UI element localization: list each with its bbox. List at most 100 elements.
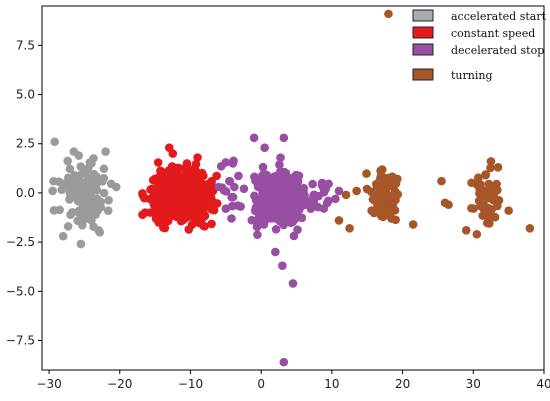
data-point	[275, 160, 284, 169]
data-point	[461, 226, 471, 235]
data-point	[61, 180, 71, 190]
data-point	[380, 202, 389, 212]
data-point	[249, 133, 259, 143]
data-point	[151, 202, 161, 211]
data-point	[334, 186, 344, 196]
data-point	[367, 206, 376, 215]
legend-label: turning	[451, 69, 493, 82]
data-point	[352, 186, 361, 196]
data-point	[164, 214, 173, 224]
data-point	[284, 189, 293, 199]
data-point	[99, 164, 109, 174]
data-point	[479, 186, 488, 196]
data-point	[200, 222, 209, 231]
data-point	[221, 204, 231, 213]
x-tick-label: 10	[324, 377, 339, 391]
data-point	[390, 189, 400, 199]
data-point	[155, 185, 165, 195]
data-point	[94, 226, 103, 235]
data-point	[214, 182, 224, 192]
data-point	[345, 224, 354, 233]
data-point	[111, 182, 121, 192]
data-point	[284, 209, 294, 218]
x-tick-label: −30	[36, 377, 61, 391]
data-point	[261, 215, 270, 225]
data-point	[250, 206, 260, 216]
data-point	[486, 163, 495, 173]
data-point	[65, 193, 75, 203]
data-point	[67, 207, 77, 217]
data-point	[383, 210, 393, 219]
data-point	[170, 210, 179, 220]
data-point	[362, 184, 372, 194]
data-point	[63, 156, 72, 166]
data-point	[87, 159, 96, 168]
data-point	[87, 204, 97, 213]
y-tick-label: 2.5	[16, 137, 35, 151]
data-point	[291, 170, 301, 180]
data-point	[444, 200, 453, 210]
y-tick-label: 7.5	[16, 38, 35, 52]
data-point	[101, 147, 110, 156]
data-point	[437, 176, 446, 186]
series-2	[214, 133, 344, 367]
data-point	[473, 173, 483, 183]
data-point	[168, 149, 178, 158]
data-point	[236, 202, 245, 211]
data-point	[467, 178, 476, 188]
legend-swatch	[412, 43, 434, 56]
data-point	[293, 225, 302, 234]
data-point	[190, 205, 200, 215]
data-point	[225, 176, 234, 186]
data-point	[73, 178, 82, 188]
data-point	[493, 185, 502, 195]
data-point	[48, 186, 57, 196]
data-point	[271, 171, 281, 181]
data-point	[260, 143, 270, 152]
data-point	[227, 214, 236, 223]
data-point	[76, 239, 86, 249]
data-point	[239, 184, 249, 194]
data-point	[49, 205, 59, 215]
x-tick-label: −10	[178, 377, 203, 391]
data-point	[276, 203, 286, 213]
x-tick-label: 30	[466, 377, 481, 391]
data-point	[481, 170, 490, 180]
x-tick-label: 0	[257, 377, 265, 391]
data-point	[85, 215, 95, 224]
data-point	[227, 201, 237, 211]
x-tick-label: −20	[107, 377, 132, 391]
data-point	[261, 190, 270, 199]
data-point	[96, 203, 105, 212]
data-point	[207, 219, 216, 229]
data-point	[191, 166, 201, 175]
legend-label: decelerated stop	[451, 44, 544, 57]
data-point	[467, 203, 476, 213]
data-point	[205, 200, 214, 210]
data-point	[494, 196, 504, 205]
y-tick-label: −2.5	[6, 235, 35, 249]
y-tick-label: −5.0	[6, 284, 35, 298]
data-point	[378, 192, 387, 202]
data-point	[381, 182, 391, 191]
data-point	[216, 162, 226, 171]
data-point	[480, 204, 489, 213]
data-point	[192, 175, 201, 184]
data-point	[384, 9, 393, 19]
data-point	[279, 357, 289, 367]
data-point	[493, 163, 503, 172]
data-point	[182, 159, 192, 168]
data-point	[253, 230, 262, 240]
data-point	[269, 187, 278, 197]
data-point	[227, 192, 236, 202]
y-tick-label: 0.0	[16, 186, 35, 200]
x-tick-label: 40	[536, 377, 550, 391]
data-point	[288, 279, 298, 288]
data-point	[179, 174, 188, 183]
data-point	[318, 182, 328, 192]
data-point	[374, 181, 384, 190]
data-point	[80, 178, 90, 187]
data-point	[193, 153, 202, 162]
data-point	[169, 190, 178, 199]
data-point	[408, 220, 418, 229]
